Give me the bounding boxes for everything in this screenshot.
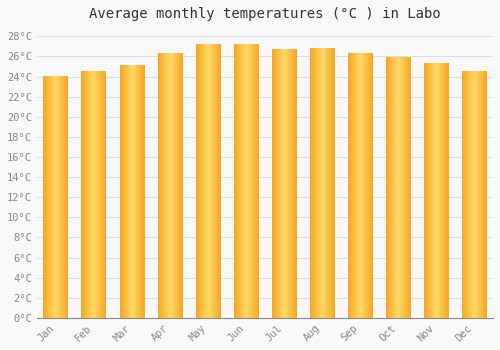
Title: Average monthly temperatures (°C ) in Labo: Average monthly temperatures (°C ) in La… bbox=[89, 7, 441, 21]
